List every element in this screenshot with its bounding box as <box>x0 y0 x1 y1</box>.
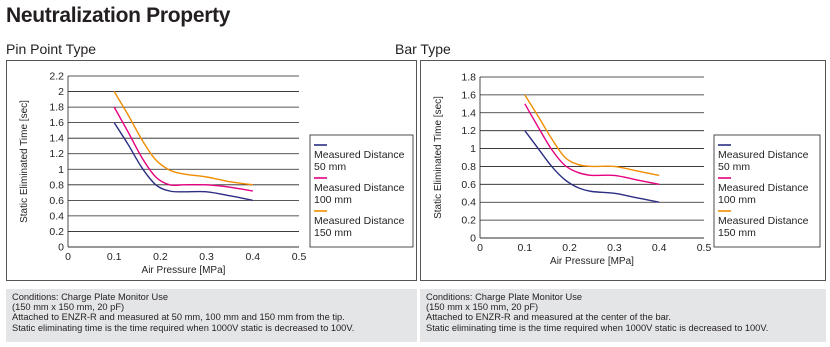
note-line: (150 mm x 150 mm, 20 pF) <box>426 302 539 313</box>
note-line: Attached to ENZR-R and measured at the c… <box>426 312 671 323</box>
x-axis-label: Air Pressure [MPa] <box>142 265 226 276</box>
chart-svg-pin-point: 0 0.2 0.4 0.6 0.8 1 1.2 1.4 1.6 1.8 2 2.2 0 0.1 0.2 0.3… <box>19 71 414 276</box>
y-tick-label: 1.8 <box>461 72 476 84</box>
x-tick-label: 0.1 <box>517 242 532 254</box>
y-tick-label: 0.8 <box>461 161 476 173</box>
legend-box <box>713 134 821 248</box>
chart-title-bar: Bar Type <box>395 41 451 57</box>
chart-title-pin-point: Pin Point Type <box>6 41 97 57</box>
y-tick-label: 1.2 <box>49 148 64 160</box>
legend-label: Measured Distance <box>314 215 405 227</box>
x-tick-label: 0.3 <box>199 251 214 263</box>
chart-bar: 0 0.2 0.4 0.6 0.8 1 1.2 1.4 1.6 1.8 0 0.1 0.2 0.3 0.4 0… <box>420 60 826 281</box>
x-axis-label: Air Pressure [MPa] <box>550 256 634 267</box>
y-tick-label: 0.2 <box>461 215 476 227</box>
page-title: Neutralization Property <box>6 4 231 27</box>
legend-label: 100 mm <box>718 194 756 206</box>
x-tick-label: 0 <box>65 251 71 263</box>
note-line: Conditions: Charge Plate Monitor Use <box>426 292 583 302</box>
x-tick-label: 0.3 <box>607 242 622 254</box>
y-axis-label: Static Eliminated Time [sec] <box>19 100 30 223</box>
conditions-note-pin-point: Conditions: Charge Plate Monitor Use (15… <box>6 289 417 342</box>
x-tick-label: 0.5 <box>697 242 712 254</box>
note-line: Static eliminating time is the time requ… <box>426 322 769 333</box>
x-tick-label: 0.2 <box>562 242 577 254</box>
legend-label: 50 mm <box>314 161 346 173</box>
y-tick-label: 0.6 <box>461 179 476 191</box>
y-tick-label: 1.8 <box>49 102 64 114</box>
note-line: Static eliminating time is the time requ… <box>12 322 355 333</box>
legend-label: Measured Distance <box>718 215 809 227</box>
legend-label: 50 mm <box>718 161 750 173</box>
legend-label: Measured Distance <box>718 182 809 194</box>
legend-label: Measured Distance <box>718 149 809 161</box>
legend-box <box>309 134 414 248</box>
legend-label: 150 mm <box>314 227 352 239</box>
y-tick-label: 0.4 <box>49 210 64 222</box>
x-tick-label: 0.5 <box>292 251 307 263</box>
y-tick-label: 2.2 <box>49 71 64 83</box>
note-line: Conditions: Charge Plate Monitor Use <box>12 292 169 302</box>
x-tick-label: 0.4 <box>245 251 260 263</box>
y-tick-label: 0 <box>470 233 476 245</box>
y-tick-label: 0.4 <box>461 197 476 209</box>
legend-label: Measured Distance <box>314 182 405 194</box>
y-tick-label: 1.4 <box>461 107 476 119</box>
series-line <box>524 94 660 177</box>
legend-label: 150 mm <box>718 227 756 239</box>
x-tick-label: 0.4 <box>652 242 667 254</box>
series-line <box>113 91 253 186</box>
conditions-note-bar: Conditions: Charge Plate Monitor Use (15… <box>420 289 826 342</box>
y-tick-label: 0.6 <box>49 195 64 207</box>
y-tick-label: 0 <box>58 242 64 254</box>
y-tick-label: 0.8 <box>49 179 64 191</box>
y-tick-label: 1 <box>58 164 64 176</box>
legend-label: Measured Distance <box>314 149 405 161</box>
y-axis-label: Static Eliminated Time [sec] <box>433 96 444 219</box>
y-tick-label: 1.6 <box>461 89 476 101</box>
note-line: Attached to ENZR-R and measured at 50 mm… <box>12 312 345 323</box>
y-tick-label: 2 <box>58 86 64 98</box>
chart-pin-point: 0 0.2 0.4 0.6 0.8 1 1.2 1.4 1.6 1.8 2 2.2 0 0.1 0.2 0.3… <box>6 60 417 281</box>
y-tick-label: 1 <box>470 143 476 155</box>
y-tick-label: 0.2 <box>49 226 64 238</box>
chart-svg-bar: 0 0.2 0.4 0.6 0.8 1 1.2 1.4 1.6 1.8 0 0.1 0.2 0.3 0.4 0… <box>433 72 821 267</box>
x-tick-label: 0.1 <box>107 251 122 263</box>
legend-label: 100 mm <box>314 194 352 206</box>
y-tick-label: 1.2 <box>461 125 476 137</box>
y-tick-label: 1.4 <box>49 133 64 145</box>
y-tick-label: 1.6 <box>49 117 64 129</box>
series-line <box>113 106 253 192</box>
series-line <box>113 122 253 202</box>
x-tick-label: 0 <box>477 242 483 254</box>
series-line <box>524 130 660 203</box>
series-line <box>524 103 660 185</box>
x-tick-label: 0.2 <box>153 251 168 263</box>
note-line: (150 mm x 150 mm, 20 pF) <box>12 302 125 313</box>
